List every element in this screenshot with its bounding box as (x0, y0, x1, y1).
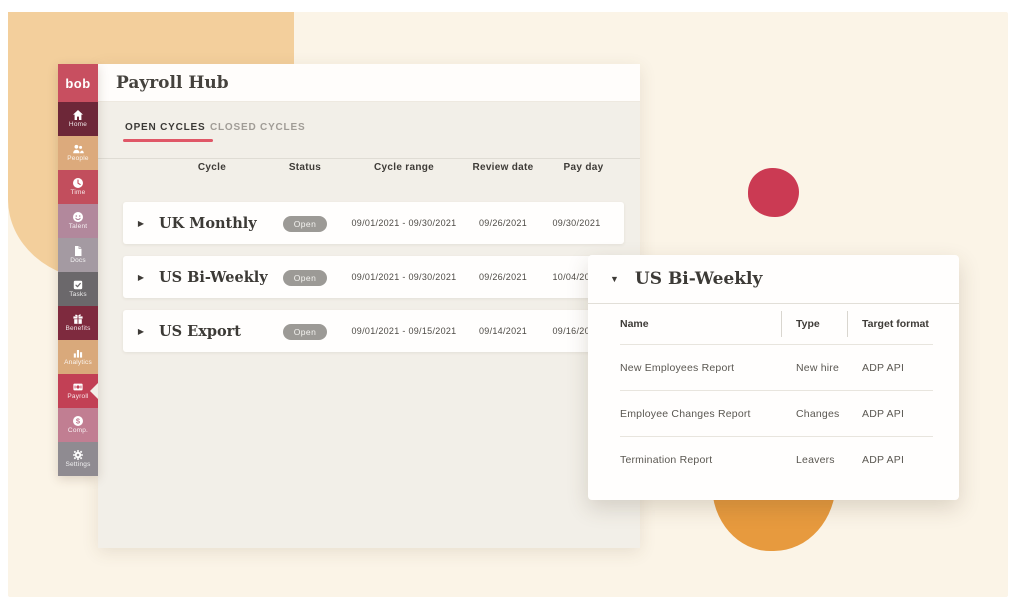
column-header-status: Status (288, 162, 322, 173)
comp-icon: $ (73, 416, 83, 427)
pay-day: 10/04/2021 (552, 272, 601, 282)
sidebar-item-benefits[interactable]: Benefits (58, 306, 98, 340)
sidebar-item-home[interactable]: Home (58, 102, 98, 136)
report-type: New hire (796, 361, 840, 374)
decorative-red-dot (748, 168, 799, 217)
cycle-detail-panel: ▼ US Bi-Weekly Name Type Target format N… (588, 255, 959, 500)
column-header-target-format: Target format (847, 311, 933, 337)
status-badge: Open (282, 324, 328, 340)
review-date: 09/26/2021 (478, 218, 528, 228)
sidebar-item-label: Time (70, 189, 86, 197)
sidebar-item-settings[interactable]: Settings (58, 442, 98, 476)
report-type: Leavers (796, 453, 835, 466)
column-spacer (123, 162, 159, 173)
sidebar-item-label: Home (68, 121, 88, 129)
report-target-format: ADP API (862, 453, 905, 466)
panel-header: Payroll Hub (98, 64, 640, 102)
report-target-format: ADP API (862, 361, 905, 374)
expand-arrow-icon[interactable]: ▶ (137, 272, 145, 282)
talent-icon (73, 212, 83, 223)
review-date: 09/26/2021 (478, 272, 528, 282)
sidebar-item-label: Tasks (69, 291, 87, 299)
sidebar-item-label: People (67, 155, 89, 163)
tabs-divider (98, 158, 640, 159)
page-title: Payroll Hub (116, 72, 229, 93)
payroll-icon (73, 383, 83, 391)
column-header-cycle: Cycle (197, 162, 227, 173)
cycle-name: US Bi-Weekly (159, 268, 268, 286)
expand-arrow-icon[interactable]: ▶ (137, 326, 145, 336)
cycles-tabs: OPEN CYCLES CLOSED CYCLES (98, 102, 640, 159)
collapse-arrow-icon[interactable]: ▼ (610, 274, 619, 284)
clock-icon (73, 178, 83, 189)
report-target-format: ADP API (862, 407, 905, 420)
expand-arrow-icon[interactable]: ▶ (137, 218, 145, 228)
sidebar-item-payroll[interactable]: Payroll (58, 374, 98, 408)
payroll-hub-panel: Payroll Hub OPEN CYCLES CLOSED CYCLES Cy… (98, 64, 640, 548)
report-type: Changes (796, 407, 840, 420)
sidebar-item-tasks[interactable]: Tasks (58, 272, 98, 306)
cycle-name: US Export (159, 322, 242, 340)
sidebar-item-label: Comp. (67, 427, 89, 435)
cycle-range: 09/01/2021 - 09/30/2021 (351, 272, 457, 282)
benefits-icon (73, 314, 83, 325)
sidebar-item-label: Talent (68, 223, 88, 231)
report-row-new-employees: New Employees Report New hire ADP API (620, 344, 933, 390)
status-badge: Open (282, 270, 328, 286)
sidebar-item-label: Analytics (64, 359, 92, 367)
reports-table: Name Type Target format New Employees Re… (588, 304, 959, 482)
detail-panel-title: US Bi-Weekly (634, 269, 763, 289)
people-icon (73, 145, 84, 154)
report-name: Termination Report (620, 453, 713, 466)
cycle-row-uk-monthly[interactable]: ▶ UK Monthly Open 09/01/2021 - 09/30/202… (123, 202, 624, 244)
sidebar-item-comp[interactable]: $ Comp. (58, 408, 98, 442)
report-name: Employee Changes Report (620, 407, 751, 420)
settings-icon (73, 450, 83, 461)
report-row-employee-changes: Employee Changes Report Changes ADP API (620, 390, 933, 436)
tasks-icon (73, 281, 83, 290)
sidebar-item-docs[interactable]: Docs (58, 238, 98, 272)
sidebar-item-label: Payroll (67, 393, 89, 401)
sidebar-item-talent[interactable]: Talent (58, 204, 98, 238)
cycle-range: 09/01/2021 - 09/15/2021 (351, 326, 457, 336)
pay-day: 09/16/2021 (552, 326, 601, 336)
detail-panel-header[interactable]: ▼ US Bi-Weekly (588, 255, 959, 304)
cycle-row-us-export[interactable]: ▶ US Export Open 09/01/2021 - 09/15/2021… (123, 310, 624, 352)
analytics-icon (73, 350, 83, 358)
docs-icon (75, 246, 82, 257)
column-header-range: Cycle range (374, 162, 434, 173)
column-header-name: Name (620, 318, 649, 330)
sidebar-item-label: Docs (70, 257, 86, 265)
home-icon (73, 110, 83, 121)
cycle-row-us-biweekly[interactable]: ▶ US Bi-Weekly Open 09/01/2021 - 09/30/2… (123, 256, 624, 298)
status-badge: Open (282, 216, 328, 232)
column-header-payday: Pay day (563, 162, 604, 173)
sidebar-item-time[interactable]: Time (58, 170, 98, 204)
cycle-name: UK Monthly (159, 214, 257, 232)
sidebar-item-label: Settings (65, 461, 91, 469)
svg-text:$: $ (76, 417, 81, 426)
reports-table-header: Name Type Target format (620, 304, 933, 344)
review-date: 09/14/2021 (478, 326, 528, 336)
tab-open-cycles[interactable]: OPEN CYCLES (122, 122, 215, 142)
sidebar-item-label: Benefits (65, 325, 91, 333)
tab-closed-cycles[interactable]: CLOSED CYCLES (210, 122, 306, 133)
cycle-range: 09/01/2021 - 09/30/2021 (351, 218, 457, 228)
report-name: New Employees Report (620, 361, 735, 374)
column-header-review: Review date (472, 162, 534, 173)
bob-logo[interactable]: bob (58, 64, 98, 102)
report-row-termination: Termination Report Leavers ADP API (620, 436, 933, 482)
sidebar-item-people[interactable]: People (58, 136, 98, 170)
cycles-list: ▶ UK Monthly Open 09/01/2021 - 09/30/202… (123, 202, 624, 352)
sidebar-item-analytics[interactable]: Analytics (58, 340, 98, 374)
active-item-notch (90, 383, 98, 399)
cycles-table-header: Cycle Status Cycle range Review date Pay… (123, 162, 624, 173)
column-header-type: Type (781, 311, 847, 337)
sidebar: bob Home People Time Talent Docs Tasks B… (58, 64, 98, 476)
pay-day: 09/30/2021 (552, 218, 601, 228)
